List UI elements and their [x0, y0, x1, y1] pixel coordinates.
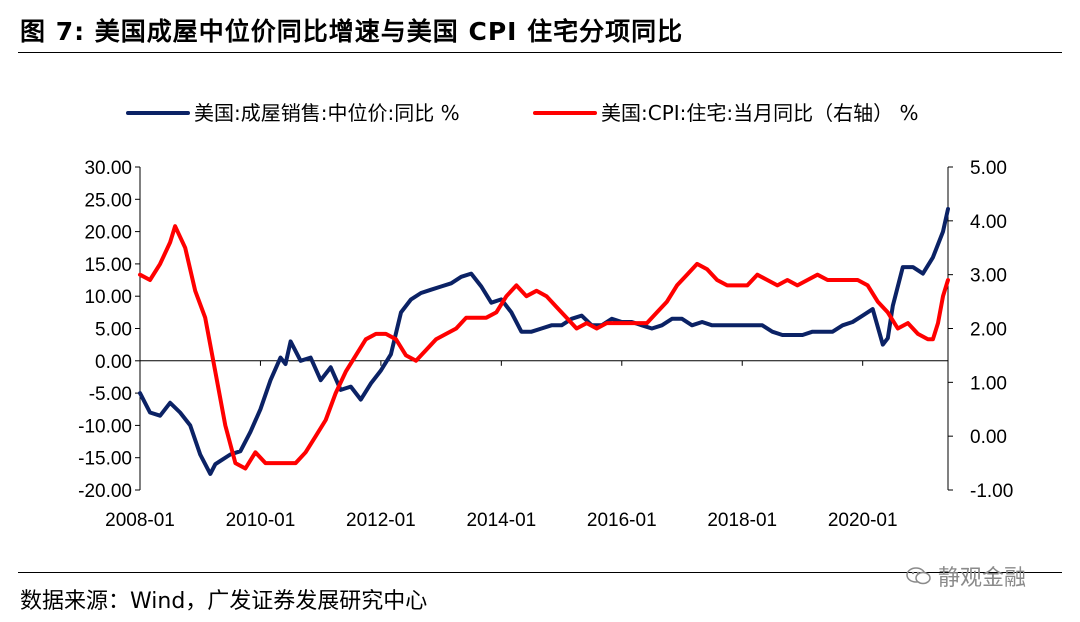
legend-label-2: 美国:CPI:住宅:当月同比（右轴） % — [601, 101, 919, 125]
right-tick-label: -1.00 — [970, 481, 1013, 502]
left-tick-label: 0.00 — [95, 352, 132, 373]
series-line-2 — [138, 224, 950, 471]
x-tick-label: 2016-01 — [587, 510, 657, 531]
right-tick-label: 0.00 — [970, 427, 1007, 448]
right-tick-label: 3.00 — [970, 266, 1007, 287]
left-tick-label: -5.00 — [89, 384, 132, 405]
x-tick-label: 2020-01 — [828, 510, 898, 531]
x-tick-label: 2018-01 — [707, 510, 777, 531]
title-rule — [18, 52, 1062, 53]
left-tick-label: 10.00 — [84, 287, 132, 308]
figure-title: 图 7: 美国成屋中位价同比增速与美国 CPI 住宅分项同比 — [20, 17, 684, 46]
right-tick-label: 1.00 — [970, 373, 1007, 394]
left-tick-label: -15.00 — [78, 449, 132, 470]
watermark: 静观金融 — [906, 560, 1026, 592]
legend-label-1: 美国:成屋销售:中位价:同比 % — [194, 101, 460, 125]
x-tick-label: 2010-01 — [226, 510, 296, 531]
wechat-icon — [906, 567, 931, 585]
left-tick-label: 25.00 — [84, 190, 132, 211]
source-note: 数据来源：Wind，广发证券发展研究中心 — [20, 589, 428, 614]
x-tick-label: 2014-01 — [466, 510, 536, 531]
x-tick-label: 2012-01 — [346, 510, 416, 531]
series-line-1 — [138, 207, 950, 476]
left-tick-label: 5.00 — [95, 320, 132, 341]
x-tick-label: 2008-01 — [105, 510, 175, 531]
left-tick-label: -10.00 — [78, 416, 132, 437]
source-rule — [18, 572, 1062, 573]
right-tick-label: 2.00 — [970, 320, 1007, 341]
left-tick-label: 30.00 — [84, 158, 132, 179]
left-tick-label: 20.00 — [84, 223, 132, 244]
right-tick-label: 4.00 — [970, 212, 1007, 233]
watermark-text: 静观金融 — [938, 566, 1027, 591]
line-chart: 30.00 25.00 20.00 15.00 10.00 5.00 0.00 -5.00 -1… — [78, 101, 1013, 531]
left-tick-label: 15.00 — [84, 255, 132, 276]
left-tick-label: -20.00 — [78, 481, 132, 502]
right-tick-label: 5.00 — [970, 158, 1007, 179]
